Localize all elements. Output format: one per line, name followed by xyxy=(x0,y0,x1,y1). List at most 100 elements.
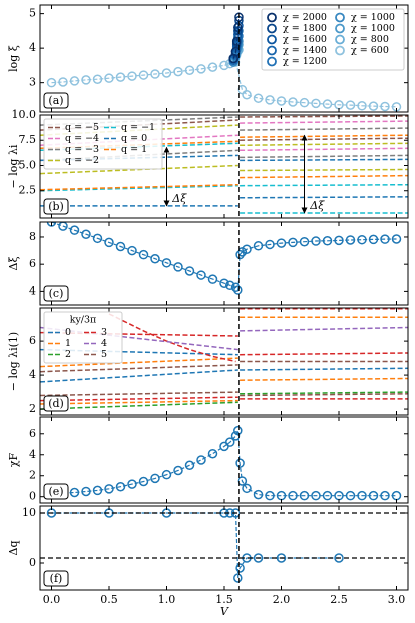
data-point xyxy=(242,244,252,254)
data-point xyxy=(81,229,91,239)
data-point xyxy=(242,89,252,100)
level-line xyxy=(240,367,408,371)
legend-box xyxy=(43,118,163,170)
data-point xyxy=(230,46,241,57)
data-point xyxy=(115,241,126,252)
data-point xyxy=(265,95,275,105)
y-axis-label: χF xyxy=(7,452,20,467)
legend-marker xyxy=(335,23,345,34)
panel-label: (f) xyxy=(43,570,69,587)
level-line xyxy=(240,154,408,159)
legend-marker xyxy=(267,23,277,34)
data-point xyxy=(391,234,402,244)
data-point xyxy=(115,72,126,82)
level-line xyxy=(40,164,238,175)
legend-label: q = −1 xyxy=(121,122,155,133)
legend-marker xyxy=(267,56,277,67)
data-point xyxy=(207,448,218,459)
y-tick-label: 3 xyxy=(29,76,36,89)
data-point xyxy=(184,460,195,470)
data-point xyxy=(184,266,195,276)
plot-area xyxy=(40,308,408,410)
data-point xyxy=(81,75,91,85)
data-point xyxy=(368,234,379,245)
panel-label-text: (d) xyxy=(48,397,64,410)
y-axis-label: log ξ xyxy=(7,45,20,72)
data-point xyxy=(299,236,310,247)
level-line xyxy=(40,391,238,397)
data-point xyxy=(288,490,298,501)
data-point xyxy=(322,99,333,109)
data-point xyxy=(207,274,218,284)
x-tick-label: 0.0 xyxy=(43,593,61,606)
data-point xyxy=(233,425,243,436)
level-line xyxy=(240,377,408,381)
data-point xyxy=(276,553,287,563)
level-line xyxy=(240,127,408,131)
legend-label: 2 xyxy=(65,349,71,360)
data-point xyxy=(219,60,229,71)
data-point xyxy=(311,98,321,109)
data-point xyxy=(127,479,137,489)
data-point xyxy=(231,36,242,46)
data-point xyxy=(253,241,264,251)
data-point xyxy=(173,66,183,77)
data-point xyxy=(81,486,91,497)
data-point xyxy=(161,469,172,480)
legend-label: 1 xyxy=(65,338,71,349)
panel-label: (c) xyxy=(43,285,69,302)
legend-marker xyxy=(267,45,277,56)
data-point xyxy=(357,101,367,111)
data-point xyxy=(127,71,137,81)
data-point xyxy=(237,476,248,486)
data-point xyxy=(92,485,103,496)
data-point xyxy=(334,553,344,563)
data-point xyxy=(299,97,310,108)
data-point xyxy=(276,238,287,248)
legend-label: χ = 600 xyxy=(351,45,389,56)
legend-label: 5 xyxy=(101,349,107,360)
legend-label: χ = 1000 xyxy=(351,12,395,23)
legend-label: q = −3 xyxy=(65,144,99,155)
x-tick-label: 2.5 xyxy=(330,593,348,606)
data-point xyxy=(334,235,344,246)
data-point xyxy=(368,490,379,501)
legend-label: χ = 1200 xyxy=(283,56,327,67)
data-point xyxy=(225,437,235,447)
data-point xyxy=(138,70,149,80)
legend-marker xyxy=(267,12,277,23)
x-axis-label: V xyxy=(220,605,229,618)
data-line xyxy=(51,512,339,579)
data-point xyxy=(265,239,275,250)
plot-area xyxy=(46,425,402,501)
panel-label-text: (e) xyxy=(48,485,63,498)
legend-marker xyxy=(335,45,345,56)
annotation: Δξ xyxy=(309,199,325,212)
data-point xyxy=(58,77,68,87)
y-tick-label: 0 xyxy=(29,490,36,503)
legend-label: q = −4 xyxy=(65,133,99,144)
legend-label: χ = 800 xyxy=(351,34,389,45)
data-point xyxy=(345,235,356,245)
legend-label: 0 xyxy=(65,327,71,338)
data-point xyxy=(276,96,287,106)
level-line xyxy=(40,399,238,405)
data-point xyxy=(265,490,275,501)
data-point xyxy=(230,508,241,518)
level-line xyxy=(240,120,408,124)
data-point xyxy=(104,484,114,494)
legend-marker xyxy=(335,34,345,45)
panel-label-box xyxy=(43,570,69,587)
y-tick-label: 0 xyxy=(29,556,36,569)
level-line xyxy=(240,174,408,179)
panel-label-box xyxy=(43,483,69,500)
data-point xyxy=(184,65,195,75)
y-tick-label: 4 xyxy=(29,284,36,297)
data-point xyxy=(233,285,243,295)
level-curve xyxy=(108,313,236,363)
level-line xyxy=(240,168,408,172)
data-point xyxy=(233,29,243,40)
legend-label: q = 1 xyxy=(121,144,147,155)
data-point xyxy=(161,68,172,78)
data-point xyxy=(196,64,206,74)
